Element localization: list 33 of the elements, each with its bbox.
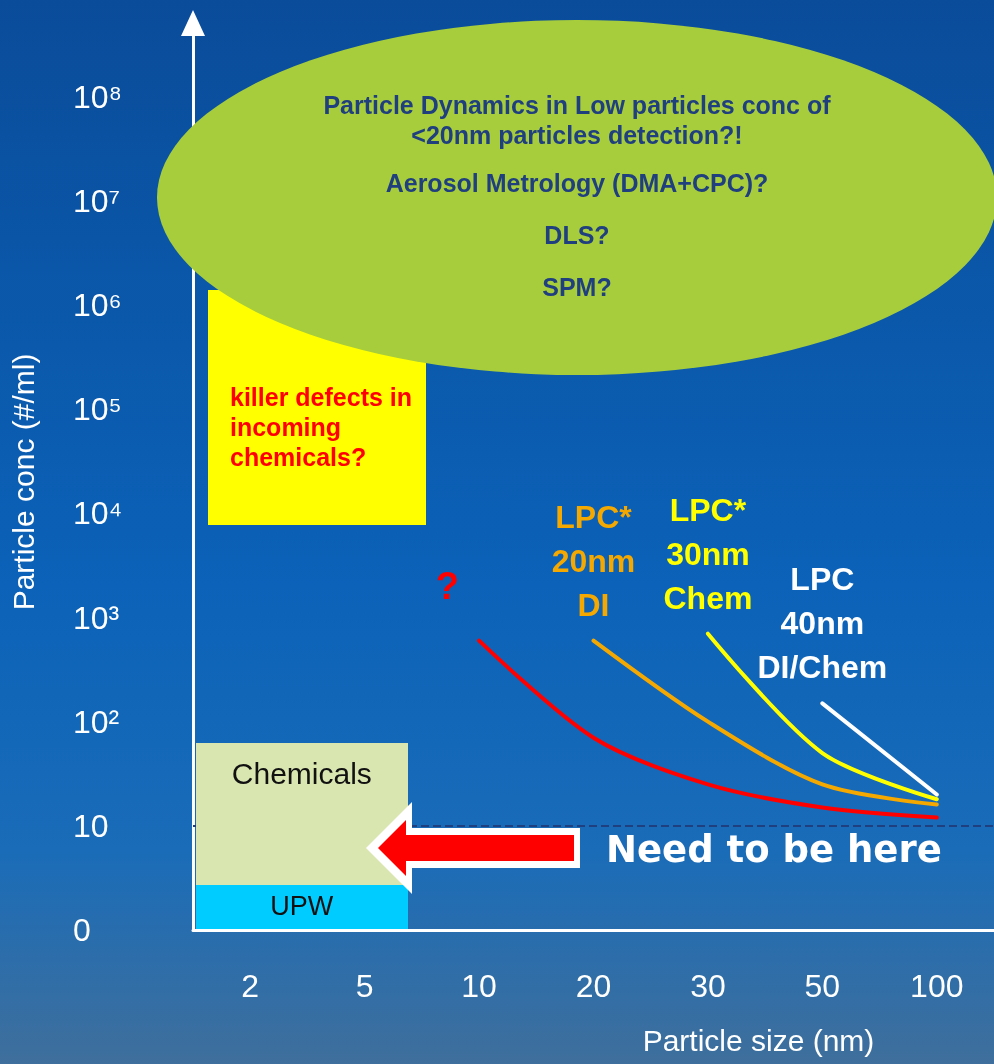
x-tick-label: 20 [575,968,612,1004]
x-tick-label: 30 [690,968,726,1004]
y-tick-label: 10³ [73,599,120,636]
y-tick-label: 10⁵ [73,391,122,428]
series-label: LPC* 30nm Chem [663,491,753,616]
annotation: DLS? [543,220,611,250]
series-label: LPC 40nm DI/Chem [757,561,888,686]
series-label: LPC* 20nm DI [551,498,636,623]
annotation: UPW [269,891,335,922]
upw-box: UPW [196,885,408,929]
annotation: Aerosol Metrology (DMA+CPC)? [384,168,770,198]
annotation: killer defects in incoming chemicals? [230,382,414,472]
y-tick-label: 10⁸ [73,78,123,115]
series-label: ? [435,564,460,607]
annotation: Particle Dynamics in Low particles conc of <20nm particles detection?! [322,90,832,150]
x-tick-label: 5 [355,968,374,1004]
y-tick-label: 10⁷ [73,182,121,219]
y-tick-label: 10² [73,703,120,740]
x-axis-title: Particle size (nm) [642,1023,875,1057]
x-tick-label: 2 [241,968,260,1004]
y-tick-label: 10⁴ [73,495,123,532]
need-note: Need to be here [606,828,942,871]
line-series [477,638,939,820]
line-series [591,638,939,807]
annotation: Chemicals [230,757,373,791]
y-tick-label: 0 [73,912,91,948]
y-axis-title: Particle conc (#/ml) [6,353,40,611]
x-tick-label: 50 [804,968,841,1004]
x-tick-label: 10 [461,968,497,1004]
y-tick-label: 10⁶ [73,287,122,324]
x-tick-label: 100 [910,968,964,1004]
y-tick-label: 10 [73,807,109,844]
annotation: SPM? [541,272,613,302]
